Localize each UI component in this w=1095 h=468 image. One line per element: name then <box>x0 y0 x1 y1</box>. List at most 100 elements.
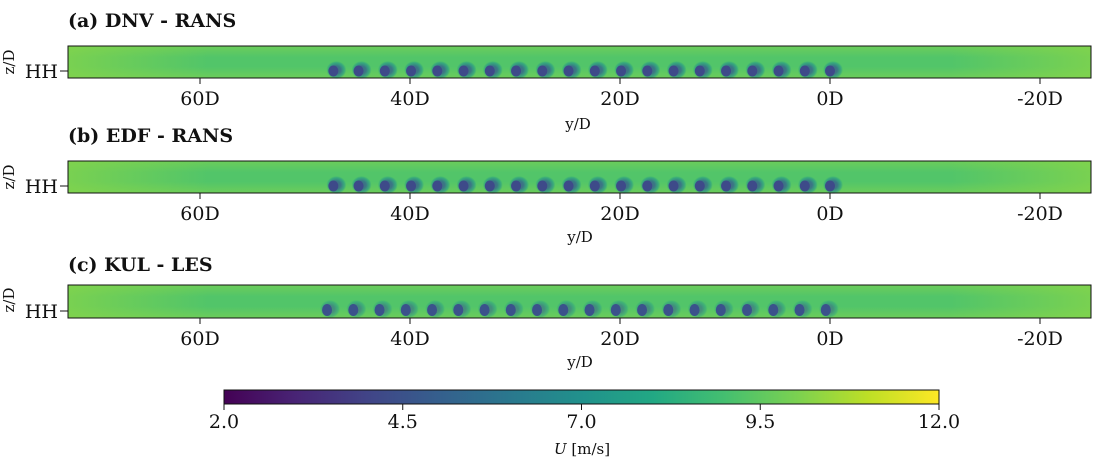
turbine-wake-marker <box>400 304 411 316</box>
panel-c: (c) KUL - LES z/D HH 60D 40D 20D 0D -20D… <box>0 254 1092 371</box>
x-axis-label: y/D <box>566 353 593 371</box>
turbine-wake-marker <box>642 180 653 192</box>
turbine-wake-marker <box>768 304 779 316</box>
y-axis-label: z/D <box>0 288 18 313</box>
turbine-wake-marker <box>484 180 495 192</box>
plot-frame <box>67 160 1092 194</box>
turbine-wake-marker <box>794 304 805 316</box>
turbine-wake-marker <box>374 304 385 316</box>
colorbar-tick-label: 7.0 <box>566 411 596 433</box>
colorbar-ticks: 2.0 4.5 7.0 9.5 12.0 <box>209 404 960 433</box>
turbine-wake-marker <box>689 304 700 316</box>
colorbar-tick-label: 9.5 <box>745 411 775 433</box>
turbine-wake-marker <box>353 180 364 192</box>
turbine-wake-marker <box>742 304 753 316</box>
colorbar-tick-label: 4.5 <box>388 411 418 433</box>
turbine-wake-marker <box>694 180 705 192</box>
turbine-wake-marker <box>747 180 758 192</box>
turbine-wake-marker <box>825 65 835 77</box>
x-axis-label: y/D <box>564 115 591 133</box>
turbine-wake-marker <box>799 180 810 192</box>
turbine-wake-marker <box>668 180 679 192</box>
turbine-wake-marker <box>721 180 732 192</box>
turbine-wake-marker <box>773 65 784 77</box>
turbine-wake-marker <box>668 65 679 77</box>
x-tick-label: 40D <box>390 203 429 225</box>
panel-title: (a) DNV - RANS <box>68 10 236 32</box>
panel-title: (c) KUL - LES <box>68 254 213 276</box>
x-tick-label: 60D <box>180 203 219 225</box>
turbine-wake-marker <box>694 65 705 77</box>
x-tick-label: 40D <box>390 88 429 110</box>
x-axis: 60D 40D 20D 0D -20D <box>180 78 1063 110</box>
x-tick-label: 60D <box>180 328 219 350</box>
turbine-wake-marker <box>484 65 495 77</box>
x-tick-label: 0D <box>816 88 843 110</box>
turbine-wake-marker <box>616 180 627 192</box>
turbine-wake-marker <box>663 304 674 316</box>
turbine-wake-marker <box>537 180 548 192</box>
turbine-wake-marker <box>511 180 522 192</box>
turbine-wakes <box>320 300 839 318</box>
turbine-wake-marker <box>458 180 469 192</box>
turbine-wake-marker <box>379 180 390 192</box>
turbine-wake-marker <box>589 180 600 192</box>
x-tick-label: 20D <box>600 328 639 350</box>
turbine-wake-marker <box>458 65 469 77</box>
panel-b: (b) EDF - RANS z/D HH 60D 40D 20D 0D -20… <box>0 125 1092 246</box>
turbine-wake-marker <box>432 180 443 192</box>
turbine-wake-marker <box>563 65 574 77</box>
x-tick-label: -20D <box>1017 203 1063 225</box>
turbine-wake-marker <box>747 65 758 77</box>
colorbar-gradient <box>223 389 940 405</box>
turbine-wakes <box>326 176 843 194</box>
x-tick-label: 0D <box>816 203 843 225</box>
turbine-wake-marker <box>642 65 653 77</box>
turbine-wake-marker <box>379 65 390 77</box>
turbine-wake-marker <box>328 65 339 77</box>
x-tick-label: 40D <box>390 328 429 350</box>
turbine-wake-marker <box>799 65 810 77</box>
turbine-wake-marker <box>820 304 831 316</box>
turbine-wake-marker <box>715 304 726 316</box>
x-axis: 60D 40D 20D 0D -20D <box>180 193 1063 225</box>
turbine-wake-marker <box>537 65 548 77</box>
turbine-wake-marker <box>637 304 648 316</box>
heatmap-field <box>68 285 1091 318</box>
turbine-wake-marker <box>721 65 732 77</box>
y-tick-label: HH <box>25 61 58 83</box>
colorbar: 2.0 4.5 7.0 9.5 12.0 U [m/s] <box>209 389 960 458</box>
plot-frame <box>67 45 1092 79</box>
turbine-wake-marker <box>322 304 333 316</box>
heatmap-field <box>68 46 1091 78</box>
panel-a: (a) DNV - RANS z/D HH 60D 40D 20D 0D -20… <box>0 10 1092 133</box>
turbine-wake-marker <box>558 304 569 316</box>
x-tick-label: 0D <box>816 328 843 350</box>
turbine-wake-marker <box>773 180 784 192</box>
turbine-wake-marker <box>532 304 543 316</box>
turbine-wake-marker <box>505 304 516 316</box>
turbine-wake-marker <box>406 180 417 192</box>
turbine-wake-marker <box>479 304 490 316</box>
x-tick-label: -20D <box>1017 328 1063 350</box>
y-tick-label: HH <box>25 301 58 323</box>
colorbar-label-symbol: U <box>554 440 568 458</box>
turbine-wakes <box>326 61 843 79</box>
turbine-wake-marker <box>825 180 835 192</box>
plot-frame <box>67 284 1092 319</box>
turbine-wake-marker <box>427 304 438 316</box>
x-tick-label: 20D <box>600 203 639 225</box>
colorbar-tick-label: 12.0 <box>918 411 960 433</box>
turbine-wake-marker <box>348 304 359 316</box>
turbine-wake-marker <box>511 65 522 77</box>
turbine-wake-marker <box>328 180 339 192</box>
turbine-wake-marker <box>453 304 464 316</box>
turbine-wake-marker <box>353 65 364 77</box>
turbine-wake-marker <box>589 65 600 77</box>
x-axis: 60D 40D 20D 0D -20D <box>180 318 1063 350</box>
y-tick-label: HH <box>25 176 58 198</box>
x-tick-label: -20D <box>1017 88 1063 110</box>
x-tick-label: 60D <box>180 88 219 110</box>
turbine-wake-marker <box>432 65 443 77</box>
